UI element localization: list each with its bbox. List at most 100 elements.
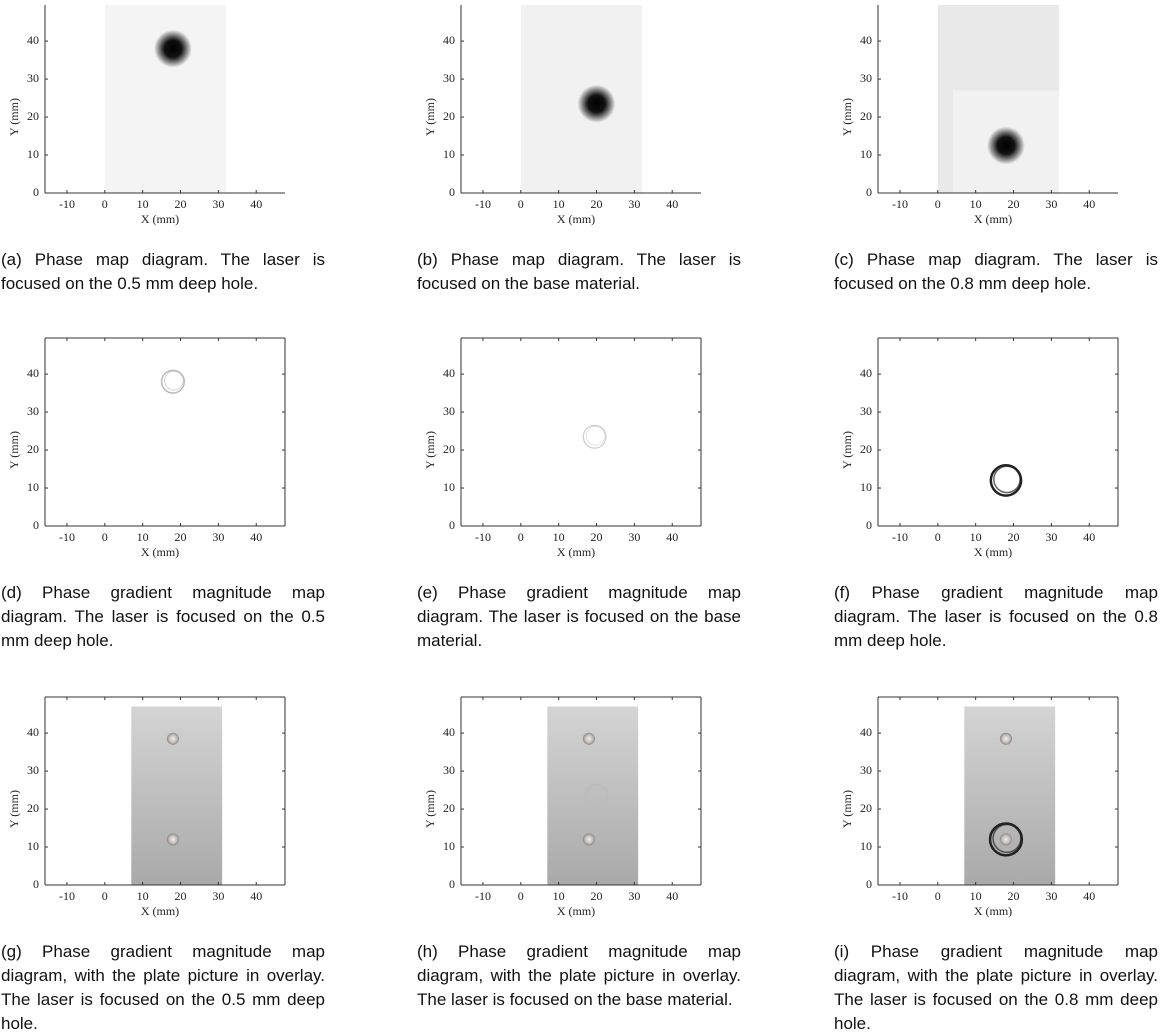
page: {"chart_data": [ {"type": "image", "xlab…: [0, 0, 1162, 1035]
x-tick-label: 10: [137, 197, 149, 211]
x-tick-label: 40: [250, 889, 262, 903]
y-axis-label: Y (mm): [423, 98, 437, 136]
x-tick-label: 10: [970, 889, 982, 903]
x-tick-label: 40: [1083, 889, 1095, 903]
x-axis-label: X (mm): [974, 904, 1012, 918]
y-tick-label: 0: [449, 185, 455, 199]
y-tick-label: 0: [449, 518, 455, 532]
x-axis-label: X (mm): [141, 545, 179, 559]
y-tick-label: 30: [860, 404, 872, 418]
caption: (c) Phase map diagram. The laser is focu…: [834, 248, 1158, 296]
x-axis-label: X (mm): [141, 212, 179, 226]
plate-hole: [583, 733, 595, 745]
x-tick-label: -10: [59, 197, 75, 211]
x-tick-label: 20: [175, 889, 187, 903]
y-tick-label: 10: [443, 839, 455, 853]
y-axis-label: Y (mm): [7, 98, 21, 136]
y-axis-label: Y (mm): [7, 431, 21, 469]
x-tick-label: 0: [935, 889, 941, 903]
x-tick-label: 0: [935, 530, 941, 544]
figure: -10 0 10 20 30 40 0 10 20 30 40 X (mm) Y (mm) -10 0 10 2…: [0, 0, 1162, 1035]
y-tick-label: 20: [27, 801, 39, 815]
x-tick-label: 30: [1045, 530, 1057, 544]
x-tick-label: 30: [628, 889, 640, 903]
y-axis-label: Y (mm): [840, 98, 854, 136]
y-tick-label: 10: [860, 839, 872, 853]
x-axis-label: X (mm): [974, 545, 1012, 559]
y-tick-label: 40: [860, 33, 872, 47]
x-axis-label: X (mm): [557, 212, 595, 226]
y-tick-label: 40: [443, 366, 455, 380]
y-tick-label: 40: [27, 366, 39, 380]
x-tick-label: 0: [102, 530, 108, 544]
y-tick-label: 20: [443, 801, 455, 815]
y-tick-label: 40: [27, 33, 39, 47]
plate-photo: [131, 706, 222, 885]
gradient-ring: [165, 371, 184, 390]
x-tick-label: 0: [935, 197, 941, 211]
y-tick-label: 0: [33, 518, 39, 532]
x-tick-label: 10: [553, 530, 565, 544]
y-tick-label: 20: [443, 109, 455, 123]
x-tick-label: 10: [553, 197, 565, 211]
y-axis-label: Y (mm): [423, 431, 437, 469]
x-tick-label: 10: [137, 889, 149, 903]
y-tick-label: 20: [860, 801, 872, 815]
x-tick-label: -10: [59, 889, 75, 903]
x-tick-label: 20: [1008, 889, 1020, 903]
x-tick-label: 20: [591, 530, 603, 544]
x-tick-label: 10: [970, 197, 982, 211]
plate-hole: [1000, 833, 1012, 845]
x-tick-label: 40: [666, 197, 678, 211]
y-tick-label: 10: [27, 839, 39, 853]
y-tick-label: 30: [443, 763, 455, 777]
y-tick-label: 0: [33, 877, 39, 891]
y-tick-label: 0: [33, 185, 39, 199]
plate-hole: [167, 733, 179, 745]
y-tick-label: 10: [443, 147, 455, 161]
caption: (b) Phase map diagram. The laser is focu…: [417, 248, 741, 296]
y-tick-label: 30: [27, 763, 39, 777]
y-tick-label: 20: [860, 442, 872, 456]
y-tick-label: 0: [866, 518, 872, 532]
x-tick-label: 30: [212, 889, 224, 903]
y-tick-label: 0: [866, 185, 872, 199]
y-axis-label: Y (mm): [7, 790, 21, 828]
x-tick-label: -10: [892, 889, 908, 903]
y-tick-label: 0: [866, 877, 872, 891]
x-tick-label: 40: [666, 889, 678, 903]
x-tick-label: -10: [475, 889, 491, 903]
x-tick-label: 20: [1008, 530, 1020, 544]
caption: (h) Phase gradient magnitude map diagram…: [417, 940, 741, 1012]
x-tick-label: -10: [475, 530, 491, 544]
x-tick-label: -10: [59, 530, 75, 544]
x-axis-label: X (mm): [557, 904, 595, 918]
y-axis-label: Y (mm): [423, 790, 437, 828]
x-tick-label: -10: [892, 197, 908, 211]
y-tick-label: 40: [860, 725, 872, 739]
y-tick-label: 20: [443, 442, 455, 456]
y-tick-label: 20: [860, 109, 872, 123]
x-tick-label: 20: [175, 197, 187, 211]
x-tick-label: 40: [250, 530, 262, 544]
y-tick-label: 30: [27, 71, 39, 85]
y-tick-label: 0: [449, 877, 455, 891]
gradient-ring: [586, 426, 605, 445]
caption: (g) Phase gradient magnitude map diagram…: [1, 940, 325, 1036]
y-axis-label: Y (mm): [840, 431, 854, 469]
y-tick-label: 20: [27, 442, 39, 456]
x-tick-label: 20: [591, 889, 603, 903]
y-tick-label: 40: [860, 366, 872, 380]
y-tick-label: 30: [443, 404, 455, 418]
x-tick-label: 0: [518, 197, 524, 211]
phase-spot: [578, 85, 616, 123]
plate-photo: [547, 706, 638, 885]
x-tick-label: 30: [212, 197, 224, 211]
y-tick-label: 10: [27, 480, 39, 494]
plate-hole: [583, 833, 595, 845]
x-tick-label: 0: [518, 530, 524, 544]
x-tick-label: 10: [970, 530, 982, 544]
phase-spot: [154, 30, 192, 68]
y-tick-label: 30: [860, 71, 872, 85]
x-tick-label: 0: [102, 197, 108, 211]
